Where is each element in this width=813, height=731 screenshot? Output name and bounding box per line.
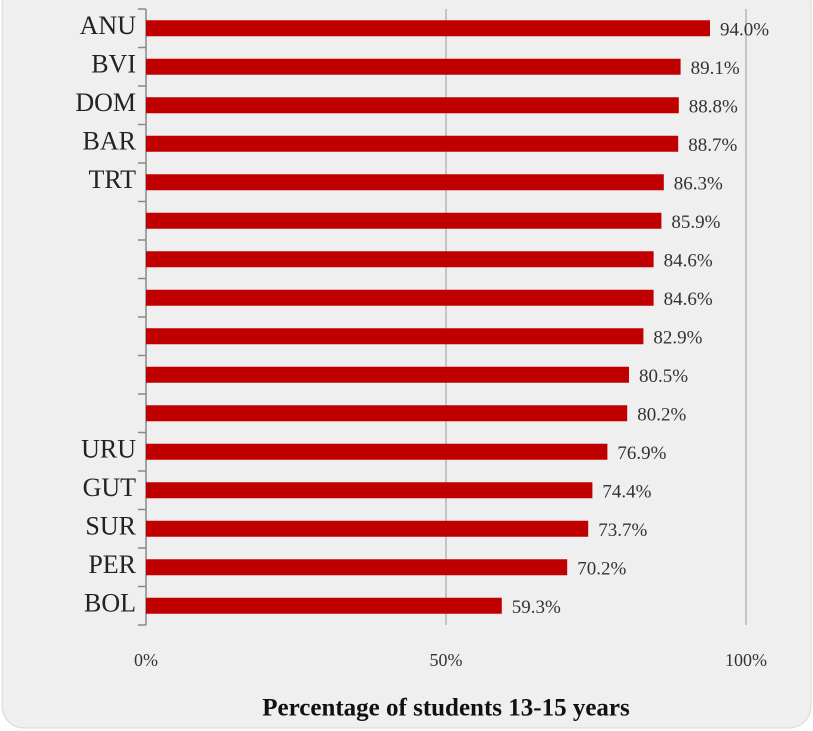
bar [146, 482, 593, 499]
y-tick-label: BVI [91, 50, 136, 79]
x-tick-label: 50% [430, 650, 463, 670]
bar [146, 289, 654, 306]
bar [146, 20, 710, 37]
x-axis-label: Percentage of students 13-15 years [262, 695, 630, 722]
bar [146, 597, 502, 614]
data-label: 80.2% [637, 405, 686, 426]
data-label: 59.3% [512, 597, 561, 618]
bar [146, 520, 589, 537]
y-tick-label: TRT [88, 165, 136, 194]
y-tick-label: URU [81, 435, 136, 464]
bar [146, 366, 629, 383]
data-label: 76.9% [617, 443, 666, 464]
data-label: 85.9% [671, 212, 720, 233]
bar [146, 328, 644, 345]
data-label: 82.9% [653, 328, 702, 349]
data-label: 88.7% [688, 135, 737, 156]
x-tick-label: 0% [134, 650, 158, 670]
y-tick-label: BAR [83, 127, 137, 156]
data-label: 84.6% [664, 251, 713, 272]
data-label: 73.7% [598, 520, 647, 541]
bar [146, 212, 662, 229]
bar [146, 58, 681, 75]
y-tick-label: GUT [83, 473, 137, 502]
data-label: 88.8% [689, 97, 738, 118]
data-label: 89.1% [691, 58, 740, 79]
y-tick-label: PER [88, 550, 136, 579]
data-label: 84.6% [664, 289, 713, 310]
bar [146, 135, 679, 152]
bar [146, 97, 679, 114]
bar [146, 251, 654, 268]
bar [146, 559, 568, 576]
x-tick-label: 100% [725, 650, 767, 670]
data-label: 70.2% [577, 559, 626, 580]
bar [146, 443, 608, 460]
bar [146, 405, 628, 422]
y-tick-label: BOL [84, 589, 136, 618]
data-label: 80.5% [639, 366, 688, 387]
y-tick-label: SUR [85, 512, 136, 541]
data-label: 86.3% [674, 174, 723, 195]
y-tick-label: DOM [75, 88, 136, 117]
bar [146, 174, 664, 191]
y-tick-label: ANU [80, 11, 137, 40]
data-label: 94.0% [720, 20, 769, 41]
data-label: 74.4% [602, 482, 651, 503]
